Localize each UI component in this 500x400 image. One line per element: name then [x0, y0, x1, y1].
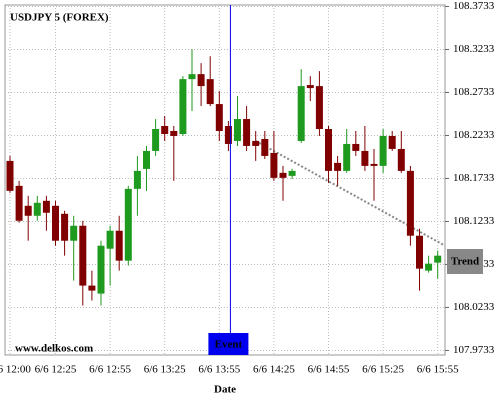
x-tick-label: 6/6 14:55: [308, 364, 350, 376]
candle-body: [416, 235, 423, 269]
candle-body: [334, 162, 342, 171]
x-tick-label: 6/6 13:55: [198, 364, 240, 376]
candle-body: [434, 255, 442, 263]
candle-body: [315, 86, 323, 130]
candle-body: [370, 163, 378, 166]
trend-box: [447, 249, 483, 274]
candle-body: [361, 150, 369, 166]
candle-body: [270, 152, 278, 178]
candle-body: [306, 85, 314, 89]
candle-body: [388, 135, 396, 149]
candle-body: [170, 130, 178, 136]
candle-body: [425, 263, 433, 271]
y-tick-label: 108.3733: [453, 0, 495, 12]
candle-body: [124, 188, 132, 261]
event-box: [208, 333, 249, 355]
plot-area: [4, 4, 446, 356]
candle-body: [115, 230, 123, 261]
x-tick-label: 6/6 12:25: [35, 364, 77, 376]
candle-body: [79, 225, 87, 286]
candle-body: [234, 119, 241, 141]
candle-body: [42, 200, 50, 213]
candle-body: [243, 119, 251, 146]
x-tick-label: 6/6 13:25: [144, 364, 186, 376]
candle-body: [106, 230, 114, 249]
candle-body: [397, 148, 405, 171]
candle-body: [406, 170, 414, 236]
candle-body: [133, 170, 141, 189]
x-tick-label: 6/6 15:55: [417, 364, 459, 376]
candle-body: [33, 202, 41, 216]
y-tick-label: 108.0233: [453, 301, 495, 313]
candle-body: [70, 225, 78, 241]
y-tick-label: 108.2733: [453, 86, 495, 98]
x-axis-title: Date: [214, 384, 236, 396]
chart-title: USDJPY 5 (FOREX): [10, 12, 109, 24]
x-tick-label: 6/6 12:00: [0, 364, 31, 376]
candle-body: [224, 125, 232, 144]
candle-body: [61, 213, 69, 241]
candle-body: [6, 160, 14, 191]
y-tick-label: 108.2233: [453, 129, 495, 141]
candle-body: [97, 245, 105, 294]
candle-body: [215, 104, 223, 131]
y-tick-label: 108.1733: [453, 172, 495, 184]
candle-body: [143, 150, 150, 169]
candle-body: [152, 129, 160, 151]
candle-body: [88, 285, 96, 291]
candle-body: [288, 170, 296, 176]
trend-label: Trend: [451, 256, 479, 268]
event-label: Event: [215, 339, 243, 351]
x-tick-label: 6/6 12:55: [89, 364, 131, 376]
candle-body: [197, 74, 205, 87]
candle-body: [379, 135, 387, 166]
x-tick-label: 6/6 15:25: [362, 364, 404, 376]
watermark: www.delkos.com: [15, 343, 93, 355]
candle-body: [279, 172, 287, 178]
candle-body: [52, 205, 59, 241]
candle-body: [188, 74, 196, 80]
candle-body: [343, 143, 351, 171]
candle-body: [352, 143, 360, 151]
y-tick-label: 108.1233: [453, 215, 495, 227]
candle-body: [325, 129, 332, 171]
candle-body: [206, 79, 214, 105]
x-tick-label: 6/6 14:25: [253, 364, 295, 376]
candle-body: [161, 125, 169, 134]
candle-body: [24, 205, 32, 216]
candle-body: [261, 138, 269, 156]
candle-body: [179, 79, 187, 134]
y-tick-label: 108.3233: [453, 43, 495, 55]
candle-body: [15, 185, 23, 221]
candle-body: [252, 140, 260, 146]
y-tick-label: 107.9733: [453, 344, 495, 356]
candle-body: [297, 86, 305, 141]
